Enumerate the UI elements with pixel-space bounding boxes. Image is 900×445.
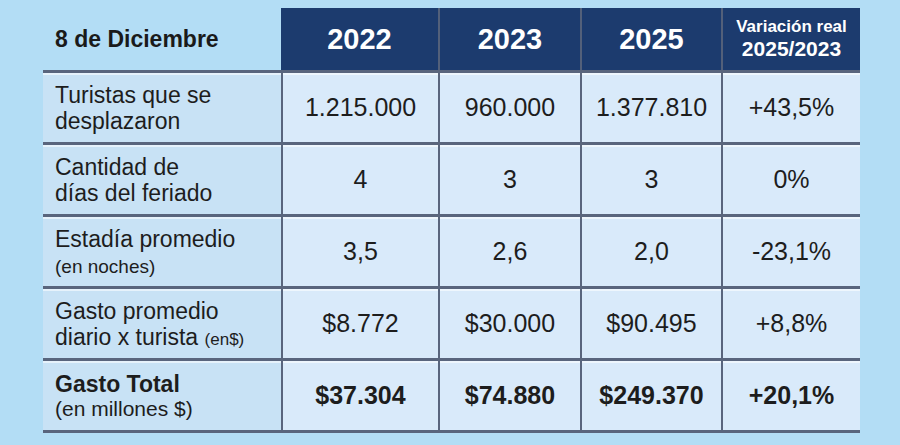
value-cell: $8.772 xyxy=(281,289,438,358)
table-row: Gasto promedio diario x turista (en$) $8… xyxy=(43,289,860,361)
row-label: Cantidad de días del feriado xyxy=(43,145,281,214)
value-cell: +20,1% xyxy=(721,361,860,430)
row-label: Gasto Total (en millones $) xyxy=(43,361,281,430)
row-label: Estadía promedio (en noches) xyxy=(43,217,281,286)
value-cell: +8,8% xyxy=(721,289,860,358)
value-cell: $249.370 xyxy=(580,361,721,430)
column-header-2022: 2022 xyxy=(281,8,438,70)
value-cell: 3 xyxy=(580,145,721,214)
table-row: Estadía promedio (en noches) 3,5 2,6 2,0… xyxy=(43,217,860,289)
column-header-variation: Variación real 2025/2023 xyxy=(721,8,860,70)
value-cell: $37.304 xyxy=(281,361,438,430)
value-cell: $30.000 xyxy=(438,289,580,358)
value-cell: 4 xyxy=(281,145,438,214)
page-background: { "page": { "background": "#b3ddf5" }, "… xyxy=(0,0,900,445)
value-cell: -23,1% xyxy=(721,217,860,286)
row-label: Gasto promedio diario x turista (en$) xyxy=(43,289,281,358)
table-row: Cantidad de días del feriado 4 3 3 0% xyxy=(43,145,860,217)
value-cell: 1.377.810 xyxy=(580,73,721,142)
table-header-row: 8 de Diciembre 2022 2023 2025 Variación … xyxy=(43,8,860,73)
value-cell: $74.880 xyxy=(438,361,580,430)
table-row: Gasto Total (en millones $) $37.304 $74.… xyxy=(43,361,860,433)
value-cell: 3,5 xyxy=(281,217,438,286)
value-cell: 3 xyxy=(438,145,580,214)
variation-header-line2: 2025/2023 xyxy=(742,37,841,61)
value-cell: 2,6 xyxy=(438,217,580,286)
value-cell: 960.000 xyxy=(438,73,580,142)
variation-header-line1: Variación real xyxy=(736,17,847,37)
table-row: Turistas que se desplazaron 1.215.000 96… xyxy=(43,73,860,145)
value-cell: 2,0 xyxy=(580,217,721,286)
value-cell: 0% xyxy=(721,145,860,214)
holiday-stats-table: 8 de Diciembre 2022 2023 2025 Variación … xyxy=(43,8,860,433)
column-header-2025: 2025 xyxy=(580,8,721,70)
value-cell: +43,5% xyxy=(721,73,860,142)
table-title: 8 de Diciembre xyxy=(43,8,281,70)
value-cell: 1.215.000 xyxy=(281,73,438,142)
row-label: Turistas que se desplazaron xyxy=(43,73,281,142)
value-cell: $90.495 xyxy=(580,289,721,358)
column-header-2023: 2023 xyxy=(438,8,580,70)
